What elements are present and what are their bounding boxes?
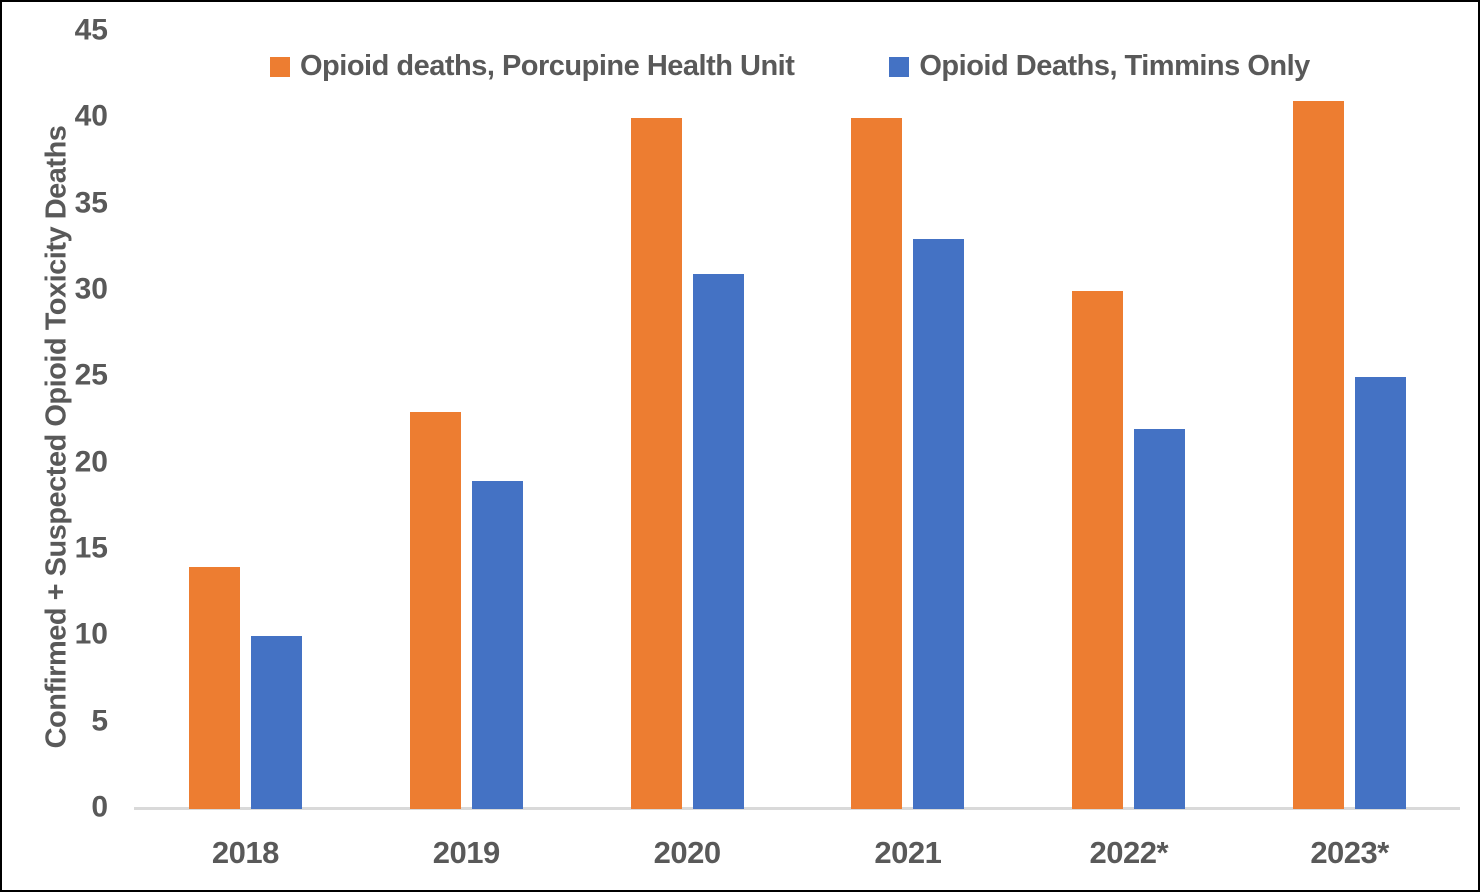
y-tick-label-5: 5 xyxy=(91,704,108,738)
bar-porcupine-health-unit-2019 xyxy=(409,412,461,809)
bar-timmins-only-2021 xyxy=(913,239,965,809)
x-axis-label-2022: 2022* xyxy=(1089,835,1169,870)
y-tick-label-10: 10 xyxy=(74,617,108,651)
y-tick-label-25: 25 xyxy=(74,358,108,392)
legend: Opioid deaths, Porcupine Health Unit Opi… xyxy=(270,50,1310,83)
x-axis-line xyxy=(134,807,1460,810)
x-axis-label-2023: 2023* xyxy=(1310,835,1389,870)
x-axis-label-2020: 2020 xyxy=(653,835,721,870)
bar-porcupine-health-unit-2022 xyxy=(1072,291,1124,809)
legend-label-timmins: Opioid Deaths, Timmins Only xyxy=(919,50,1310,82)
legend-swatch-porcupine-icon xyxy=(270,56,290,77)
bar-timmins-only-2020 xyxy=(692,274,744,809)
y-tick-label-20: 20 xyxy=(74,445,108,479)
x-axis-label-2021: 2021 xyxy=(874,835,942,870)
bar-timmins-only-2023 xyxy=(1355,377,1407,809)
x-axis-label-2019: 2019 xyxy=(432,835,500,870)
bar-timmins-only-2019 xyxy=(471,481,523,809)
y-tick-label-45: 45 xyxy=(74,13,108,47)
y-tick-label-40: 40 xyxy=(74,99,108,133)
y-tick-label-35: 35 xyxy=(74,186,108,220)
legend-item-porcupine: Opioid deaths, Porcupine Health Unit xyxy=(270,50,795,83)
plot-area xyxy=(134,32,1460,810)
y-tick-label-0: 0 xyxy=(91,790,108,824)
bar-porcupine-health-unit-2021 xyxy=(851,118,903,809)
bar-porcupine-health-unit-2018 xyxy=(188,567,240,809)
bar-porcupine-health-unit-2023 xyxy=(1293,101,1345,809)
legend-item-timmins: Opioid Deaths, Timmins Only xyxy=(889,50,1310,83)
y-tick-label-30: 30 xyxy=(74,272,108,306)
legend-label-porcupine: Opioid deaths, Porcupine Health Unit xyxy=(300,50,795,82)
bar-timmins-only-2022 xyxy=(1134,429,1186,809)
x-axis-label-2018: 2018 xyxy=(211,835,279,870)
legend-swatch-timmins-icon xyxy=(889,56,910,77)
bar-porcupine-health-unit-2020 xyxy=(630,118,682,809)
bar-timmins-only-2018 xyxy=(250,636,302,809)
y-tick-label-15: 15 xyxy=(74,531,108,565)
